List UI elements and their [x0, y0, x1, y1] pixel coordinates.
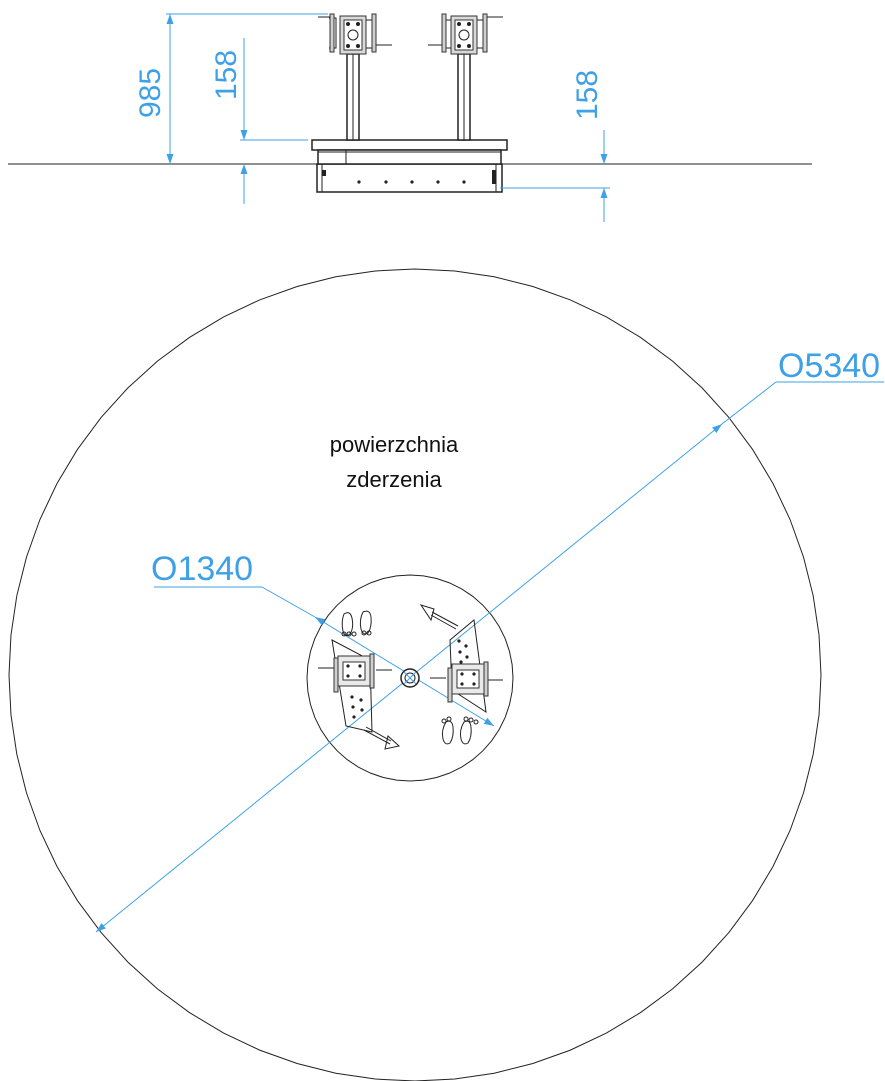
- dimension-158-foundation: 158: [500, 70, 610, 222]
- dimension-158-foundation-label: 158: [571, 70, 604, 120]
- dimension-158-platform-label: 158: [210, 50, 243, 100]
- center-hub: [400, 668, 420, 688]
- elevation-view: 985 158 158: [8, 13, 812, 222]
- rotation-arrow-bottom-icon: [363, 726, 401, 750]
- plan-view: powierzchnia zderzenia O5340 O1340: [8, 268, 884, 1081]
- left-post-with-crank: [318, 13, 392, 141]
- dimension-inner-diameter: O1340: [151, 550, 495, 727]
- inner-diameter-label: O1340: [151, 550, 253, 588]
- left-station-top-view: [318, 610, 401, 750]
- zone-label-line2: zderzenia: [346, 467, 442, 492]
- footprints-right-icon: [441, 716, 479, 745]
- footprints-left-icon: [341, 610, 372, 637]
- right-station-top-view: [419, 604, 503, 745]
- zone-label-line1: powierzchnia: [330, 432, 459, 457]
- dimension-985: 985: [134, 13, 328, 164]
- dimension-outer-diameter: O5340: [95, 347, 884, 933]
- impact-area-outer-circle: [8, 268, 822, 1081]
- dimension-985-label: 985: [134, 68, 167, 118]
- right-post-with-crank: [428, 13, 503, 141]
- foundation-block: [316, 163, 503, 193]
- dimension-158-platform: 158: [210, 38, 308, 204]
- rotating-platform: [311, 139, 508, 165]
- outer-diameter-label: O5340: [778, 347, 880, 385]
- rotation-arrow-top-icon: [419, 604, 459, 630]
